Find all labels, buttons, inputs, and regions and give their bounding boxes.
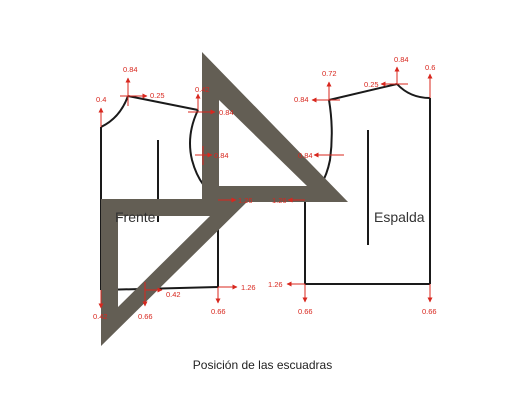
front-shoulder-line: [127, 95, 199, 111]
front-piece-label: Frente: [115, 209, 156, 225]
measure-label: 1.26: [241, 283, 256, 292]
measure-label: 0.66: [422, 307, 437, 316]
measure-label: 0.42: [195, 85, 210, 94]
set-square-upper: [202, 52, 348, 202]
measure-label: 0.84: [214, 151, 229, 160]
measure-label: 0.84: [123, 65, 138, 74]
back-piece-label: Espalda: [374, 209, 425, 225]
back-neckline: [396, 83, 431, 99]
measure-label: 0.42: [93, 312, 108, 321]
measure-label: 1.26: [268, 280, 283, 289]
measure-label: 0.84: [394, 55, 409, 64]
measure-label: 1.26: [272, 196, 287, 205]
measure-label: 0.25: [364, 80, 379, 89]
measure-label: 0.66: [298, 307, 313, 316]
measure-label: 0.25: [150, 91, 165, 100]
measure-label: 0.66: [211, 307, 226, 316]
measurement-arrows: [98, 66, 433, 309]
diagram-caption: Posición de las escuadras: [192, 358, 333, 372]
back-shoulder-line: [328, 83, 398, 101]
measure-label: 1.26: [238, 196, 253, 205]
measure-label: 0.6: [425, 63, 435, 72]
measure-label: 0.84: [294, 95, 309, 104]
measure-label: 0.66: [138, 312, 153, 321]
measure-label: 0.42: [166, 290, 181, 299]
measure-label: 0.84: [219, 108, 234, 117]
measure-label: 0.84: [298, 151, 313, 160]
set-square-lower: [101, 199, 250, 346]
front-neckline: [100, 95, 129, 128]
measure-label: 0.4: [96, 95, 106, 104]
measure-label: 0.72: [322, 69, 337, 78]
